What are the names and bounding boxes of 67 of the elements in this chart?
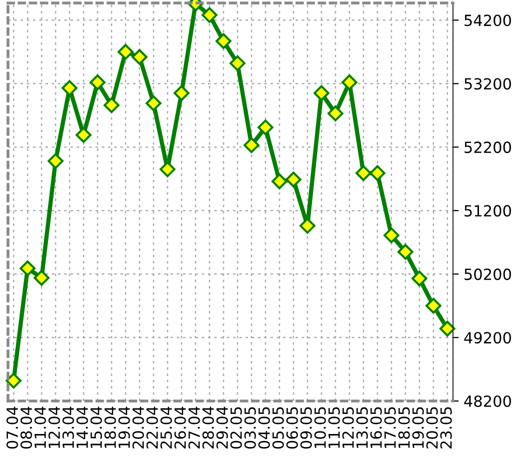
point [398, 244, 414, 260]
x-tick-label: 18.05 [398, 407, 410, 448]
y-tick-label: 50200 [464, 268, 512, 280]
y-tick-label: 54200 [464, 14, 512, 26]
x-tick-label: 22.04 [146, 406, 158, 448]
x-tick-label: 13.04 [62, 406, 74, 448]
x-tick-label: 12.04 [48, 406, 60, 448]
x-tick-label: 19.04 [118, 406, 130, 448]
y-tick-label: 48200 [464, 395, 512, 408]
x-tick-label: 02.05 [230, 407, 242, 449]
y-tick-label: 49200 [464, 332, 512, 344]
x-tick-label: 17.05 [384, 407, 396, 448]
point [48, 153, 64, 169]
point [384, 227, 400, 244]
point [272, 173, 288, 190]
point [411, 270, 428, 286]
x-tick-label: 29.04 [216, 406, 228, 448]
x-tick-label: 23.05 [440, 407, 452, 448]
x-tick-label: 13.05 [356, 407, 368, 448]
point [258, 119, 274, 136]
point [328, 106, 344, 122]
point [202, 7, 218, 23]
x-tick-label: 28.04 [202, 406, 214, 448]
point [370, 165, 386, 182]
point [132, 49, 148, 65]
point [230, 55, 246, 72]
point [425, 298, 442, 314]
point [356, 165, 372, 182]
point [34, 270, 50, 286]
point [104, 97, 120, 114]
x-tick-label: 19.05 [412, 407, 424, 448]
x-tick-label: 08.04 [20, 406, 32, 449]
x-tick-label: 27.04 [188, 406, 200, 448]
x-tick-label: 12.05 [342, 407, 354, 448]
point [244, 137, 260, 154]
x-tick-label: 05.05 [272, 407, 284, 449]
y-tick-label: 51200 [464, 205, 512, 217]
point [439, 320, 456, 337]
x-tick-label: 20.05 [426, 407, 438, 448]
x-tick-label: 06.05 [286, 407, 298, 449]
x-tick-label: 03.05 [244, 407, 256, 449]
x-tick-label: 15.04 [90, 406, 102, 448]
x-tick-label: 07.04 [6, 406, 18, 449]
point [20, 260, 36, 276]
point [286, 172, 302, 188]
x-tick-label: 18.04 [104, 406, 116, 448]
y-tick-label: 53200 [464, 78, 512, 90]
x-tick-label: 11.05 [328, 407, 340, 448]
x-tick-label: 09.05 [300, 407, 312, 449]
x-tick-label: 26.04 [174, 406, 186, 448]
point [174, 85, 190, 102]
point [216, 33, 232, 50]
point [118, 44, 134, 60]
x-tick-label: 20.04 [132, 406, 144, 448]
x-tick-label: 14.04 [76, 406, 88, 448]
x-tick-label: 04.05 [258, 407, 270, 449]
point [146, 95, 162, 112]
point [342, 74, 358, 90]
x-tick-label: 11.04 [34, 406, 46, 448]
x-tick-label: 25.04 [160, 406, 172, 448]
point [6, 372, 22, 389]
x-tick-label: 16.05 [370, 407, 382, 448]
point [314, 85, 330, 102]
point [90, 74, 106, 90]
x-tick-label: 10.05 [314, 407, 326, 448]
point [76, 127, 92, 143]
y-tick-label: 52200 [464, 142, 512, 154]
